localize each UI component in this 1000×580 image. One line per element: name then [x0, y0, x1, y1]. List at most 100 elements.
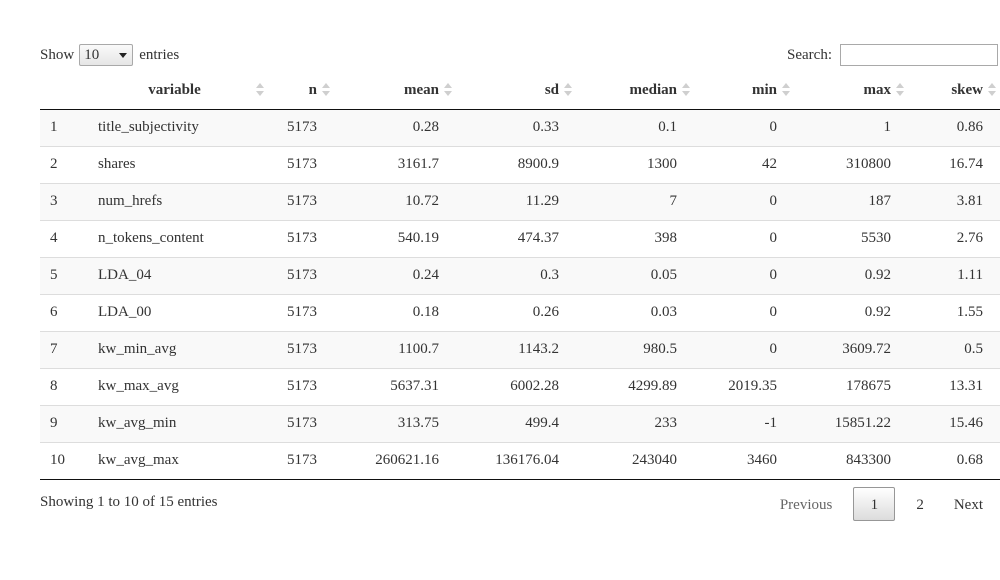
- table-cell: kw_avg_min: [88, 404, 268, 442]
- table-cell: 7: [576, 182, 694, 220]
- table-cell: 5173: [268, 293, 334, 331]
- table-info: Showing 1 to 10 of 15 entries: [40, 494, 218, 510]
- table-cell: 0.3: [456, 256, 576, 294]
- table-cell: 5173: [268, 441, 334, 480]
- table-cell: shares: [88, 145, 268, 183]
- table-cell: 980.5: [576, 330, 694, 368]
- table-cell: 5173: [268, 109, 334, 146]
- next-button[interactable]: Next: [953, 497, 983, 513]
- search-input[interactable]: [840, 44, 998, 66]
- table-cell: 5173: [268, 367, 334, 405]
- column-header-label: skew: [951, 81, 983, 98]
- table-cell: 0.68: [908, 441, 1000, 480]
- table-cell: 3.81: [908, 182, 1000, 220]
- table-cell: 178675: [794, 367, 908, 405]
- table-cell: 0.05: [576, 256, 694, 294]
- table-cell: 11.29: [456, 182, 576, 220]
- table-cell: 0: [694, 219, 794, 257]
- table-row: 5 LDA_04 5173 0.24 0.3 0.05 0 0.92 1.11: [40, 256, 1000, 294]
- table-cell: 0.33: [456, 109, 576, 146]
- table-cell: 136176.04: [456, 441, 576, 480]
- table-cell: 16.74: [908, 145, 1000, 183]
- column-header-label: median: [629, 81, 677, 98]
- column-header-skew[interactable]: skew: [908, 72, 1000, 110]
- table-cell: 3460: [694, 441, 794, 480]
- sort-icon: [988, 83, 996, 97]
- column-header-label: sd: [544, 81, 559, 98]
- table-cell: LDA_00: [88, 293, 268, 331]
- previous-button[interactable]: Previous: [779, 497, 833, 513]
- table-row: 8 kw_max_avg 5173 5637.31 6002.28 4299.89 2019…: [40, 367, 1000, 405]
- table-cell: 260621.16: [334, 441, 456, 480]
- table-cell: 0.86: [908, 109, 1000, 146]
- column-header-label: variable: [148, 81, 201, 98]
- table-cell: 10: [40, 441, 88, 480]
- column-header-label: max: [863, 81, 892, 98]
- column-header-n[interactable]: n: [268, 72, 334, 110]
- table-cell: 313.75: [334, 404, 456, 442]
- table-cell: 15851.22: [794, 404, 908, 442]
- table-cell: 9: [40, 404, 88, 442]
- table-cell: 1.55: [908, 293, 1000, 331]
- table-cell: kw_max_avg: [88, 367, 268, 405]
- entries-select[interactable]: 10: [79, 44, 134, 66]
- table-cell: n_tokens_content: [88, 219, 268, 257]
- table-cell: 0.28: [334, 109, 456, 146]
- sort-icon: [444, 83, 452, 97]
- table-cell: 499.4: [456, 404, 576, 442]
- sort-icon: [896, 83, 904, 97]
- table-body: 1 title_subjectivity 5173 0.28 0.33 0.1 0 1 0.86…: [40, 109, 1000, 480]
- table-cell: 3: [40, 182, 88, 220]
- table-cell: 0.03: [576, 293, 694, 331]
- table-row: 2 shares 5173 3161.7 8900.9 1300 42 310800 16.74: [40, 145, 1000, 183]
- table-cell: 0.92: [794, 256, 908, 294]
- table-cell: kw_avg_max: [88, 441, 268, 480]
- table-cell: 42: [694, 145, 794, 183]
- table-cell: 0: [694, 109, 794, 146]
- column-header-min[interactable]: min: [694, 72, 794, 110]
- table-cell: 13.31: [908, 367, 1000, 405]
- table-cell: 15.46: [908, 404, 1000, 442]
- table-cell: 1: [794, 109, 908, 146]
- column-header-max[interactable]: max: [794, 72, 908, 110]
- table-cell: 4299.89: [576, 367, 694, 405]
- column-header-label: mean: [404, 81, 439, 98]
- table-cell: 1143.2: [456, 330, 576, 368]
- table-cell: 398: [576, 219, 694, 257]
- table-cell: 5: [40, 256, 88, 294]
- table-cell: 3161.7: [334, 145, 456, 183]
- table-cell: 243040: [576, 441, 694, 480]
- table-cell: 5173: [268, 404, 334, 442]
- table-cell: title_subjectivity: [88, 109, 268, 146]
- sort-icon: [782, 83, 790, 97]
- table-cell: 0: [694, 256, 794, 294]
- column-header-median[interactable]: median: [576, 72, 694, 110]
- table-cell: 0.5: [908, 330, 1000, 368]
- table-cell: 10.72: [334, 182, 456, 220]
- table-cell: 0: [694, 182, 794, 220]
- table-cell: 5173: [268, 330, 334, 368]
- column-header-mean[interactable]: mean: [334, 72, 456, 110]
- table-cell: -1: [694, 404, 794, 442]
- table-row: 3 num_hrefs 5173 10.72 11.29 7 0 187 3.81: [40, 182, 1000, 220]
- table-cell: 8900.9: [456, 145, 576, 183]
- table-cell: 0.1: [576, 109, 694, 146]
- table-cell: 1: [40, 109, 88, 146]
- entries-label: entries: [139, 46, 180, 63]
- table-cell: 0.26: [456, 293, 576, 331]
- column-header-variable[interactable]: variable: [88, 72, 268, 110]
- page-1-button[interactable]: 1: [853, 487, 896, 521]
- table-cell: 4: [40, 219, 88, 257]
- table-cell: 0.18: [334, 293, 456, 331]
- table-cell: 2: [40, 145, 88, 183]
- table-cell: 5530: [794, 219, 908, 257]
- table-footer: Showing 1 to 10 of 15 entries Previous 1…: [40, 486, 1000, 522]
- table-cell: 187: [794, 182, 908, 220]
- column-header-sd[interactable]: sd: [456, 72, 576, 110]
- table-cell: 0: [694, 293, 794, 331]
- table-cell: 474.37: [456, 219, 576, 257]
- table-cell: 310800: [794, 145, 908, 183]
- table-cell: 0.92: [794, 293, 908, 331]
- table-cell: 5173: [268, 145, 334, 183]
- page-2-button[interactable]: 2: [916, 497, 924, 513]
